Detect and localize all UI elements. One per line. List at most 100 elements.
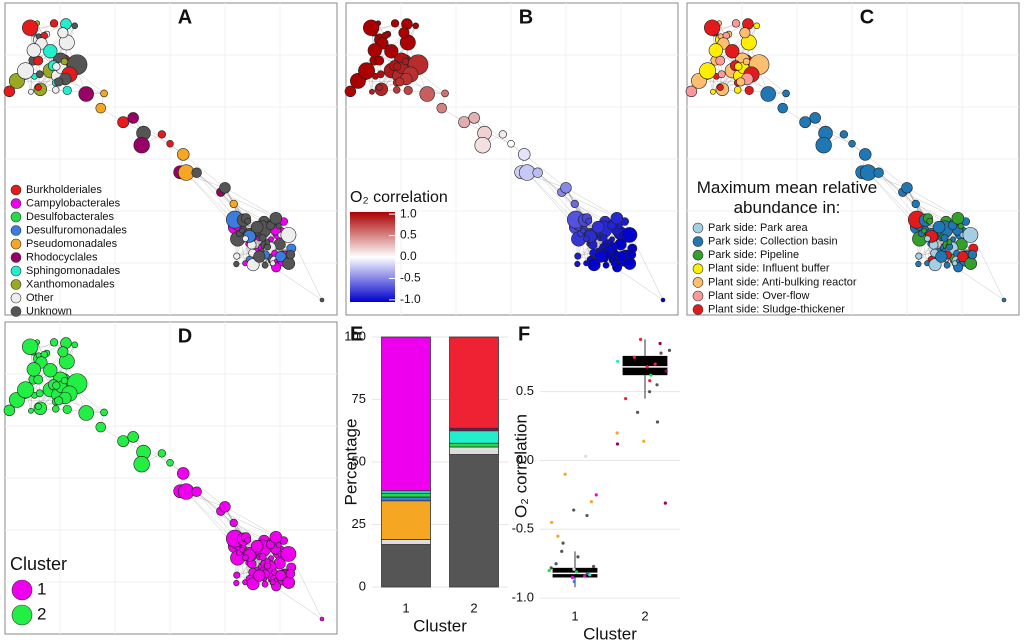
node [52, 381, 61, 390]
node [419, 86, 435, 102]
y-tick-label: -1.0 [512, 590, 534, 605]
node [393, 86, 401, 94]
node [264, 558, 271, 564]
y-tick-label: 0.5 [516, 383, 534, 398]
node [57, 27, 69, 39]
point [572, 580, 576, 584]
node [157, 449, 166, 458]
point [648, 379, 652, 383]
node [22, 19, 39, 36]
node [957, 223, 964, 230]
node [815, 137, 832, 154]
node [34, 83, 42, 91]
point [594, 493, 598, 497]
node [398, 27, 410, 39]
node [250, 220, 264, 234]
node [858, 148, 872, 161]
node [244, 217, 252, 225]
node [239, 546, 245, 553]
bar-segment [381, 500, 431, 540]
bar-segment [449, 446, 499, 455]
node [258, 553, 267, 561]
node [95, 421, 107, 433]
point [636, 410, 640, 414]
node [35, 389, 44, 398]
legend-label: Plant side: Sludge-thickener [708, 304, 845, 316]
node [717, 70, 726, 79]
node [532, 167, 543, 178]
legend-swatch [10, 225, 22, 236]
node [621, 227, 638, 243]
node [52, 405, 60, 413]
node [468, 112, 480, 124]
node [967, 250, 978, 260]
node [26, 43, 41, 58]
colorbar-tick-label: 0.5 [400, 228, 417, 242]
node [78, 86, 94, 102]
node [264, 239, 271, 245]
x-tick-label: 2 [470, 600, 477, 615]
node [412, 22, 420, 30]
legend-label: Rhodocyclales [26, 251, 98, 263]
node [583, 235, 590, 242]
bar-segment [449, 336, 499, 429]
y-tick-label: 75 [352, 391, 366, 406]
node [43, 44, 58, 59]
node [710, 88, 716, 95]
node [924, 235, 931, 242]
point [574, 570, 579, 574]
node [363, 19, 380, 36]
node [71, 341, 79, 349]
colorbar-title: O₂ correlation [350, 189, 448, 206]
point [663, 501, 667, 505]
node [560, 182, 572, 194]
node [369, 88, 375, 95]
node [275, 570, 287, 582]
node [133, 137, 150, 154]
node [441, 89, 449, 98]
node [623, 257, 637, 270]
node [376, 70, 385, 79]
node [777, 102, 789, 114]
point [570, 575, 575, 580]
node [35, 70, 44, 79]
x-tick-label: 1 [571, 608, 578, 623]
node [602, 261, 610, 269]
node [285, 569, 296, 579]
edge [183, 154, 226, 188]
legend-swatch [692, 290, 704, 302]
point [589, 500, 594, 504]
node [54, 77, 64, 87]
point [585, 571, 589, 575]
node [610, 211, 624, 225]
node [605, 239, 612, 245]
node [725, 44, 740, 59]
legend-label: Desulfobacterales [26, 211, 115, 223]
node [594, 250, 607, 263]
point [584, 454, 588, 458]
node [33, 55, 44, 66]
node [580, 227, 586, 234]
node [117, 116, 130, 129]
node [239, 227, 245, 234]
node [744, 85, 754, 95]
node [585, 217, 593, 225]
node [49, 19, 59, 28]
node [911, 199, 920, 209]
node [390, 19, 400, 28]
node [62, 404, 72, 414]
x-tick-label: 2 [641, 608, 648, 623]
point [655, 420, 660, 424]
point [615, 431, 619, 435]
node [275, 251, 287, 263]
node [253, 569, 266, 582]
node [269, 579, 276, 586]
node [166, 140, 174, 148]
node [233, 579, 240, 587]
point [624, 396, 628, 401]
node [436, 102, 448, 114]
point [556, 534, 560, 538]
node [269, 260, 276, 267]
box [622, 355, 668, 376]
